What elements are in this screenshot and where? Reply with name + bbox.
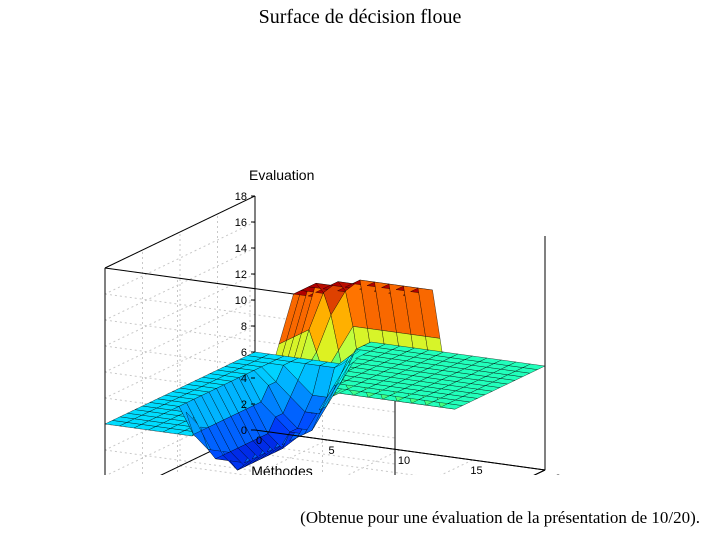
svg-text:15: 15	[470, 465, 482, 475]
svg-text:10: 10	[398, 455, 410, 467]
surface-mesh	[105, 280, 545, 470]
svg-text:14: 14	[235, 243, 247, 255]
surface-svg: 0246810121416180510152005101520Evaluatio…	[60, 55, 660, 475]
svg-text:18: 18	[235, 191, 247, 203]
svg-text:0: 0	[241, 425, 247, 437]
svg-text:0: 0	[256, 435, 262, 447]
svg-text:12: 12	[235, 269, 247, 281]
chart-title: Surface de décision floue	[0, 6, 720, 29]
svg-text:10: 10	[235, 295, 247, 307]
svg-text:Evaluation: Evaluation	[249, 167, 314, 183]
chart-caption: (Obtenue pour une évaluation de la prése…	[300, 508, 700, 528]
svg-text:2: 2	[241, 399, 247, 411]
svg-text:4: 4	[241, 373, 247, 385]
svg-text:Méthodes: Méthodes	[251, 463, 312, 475]
svg-text:6: 6	[241, 347, 247, 359]
svg-text:0: 0	[555, 473, 561, 475]
svg-text:16: 16	[235, 217, 247, 229]
svg-text:5: 5	[328, 445, 334, 457]
surface-chart: 0246810121416180510152005101520Evaluatio…	[60, 55, 660, 475]
svg-text:8: 8	[241, 321, 247, 333]
